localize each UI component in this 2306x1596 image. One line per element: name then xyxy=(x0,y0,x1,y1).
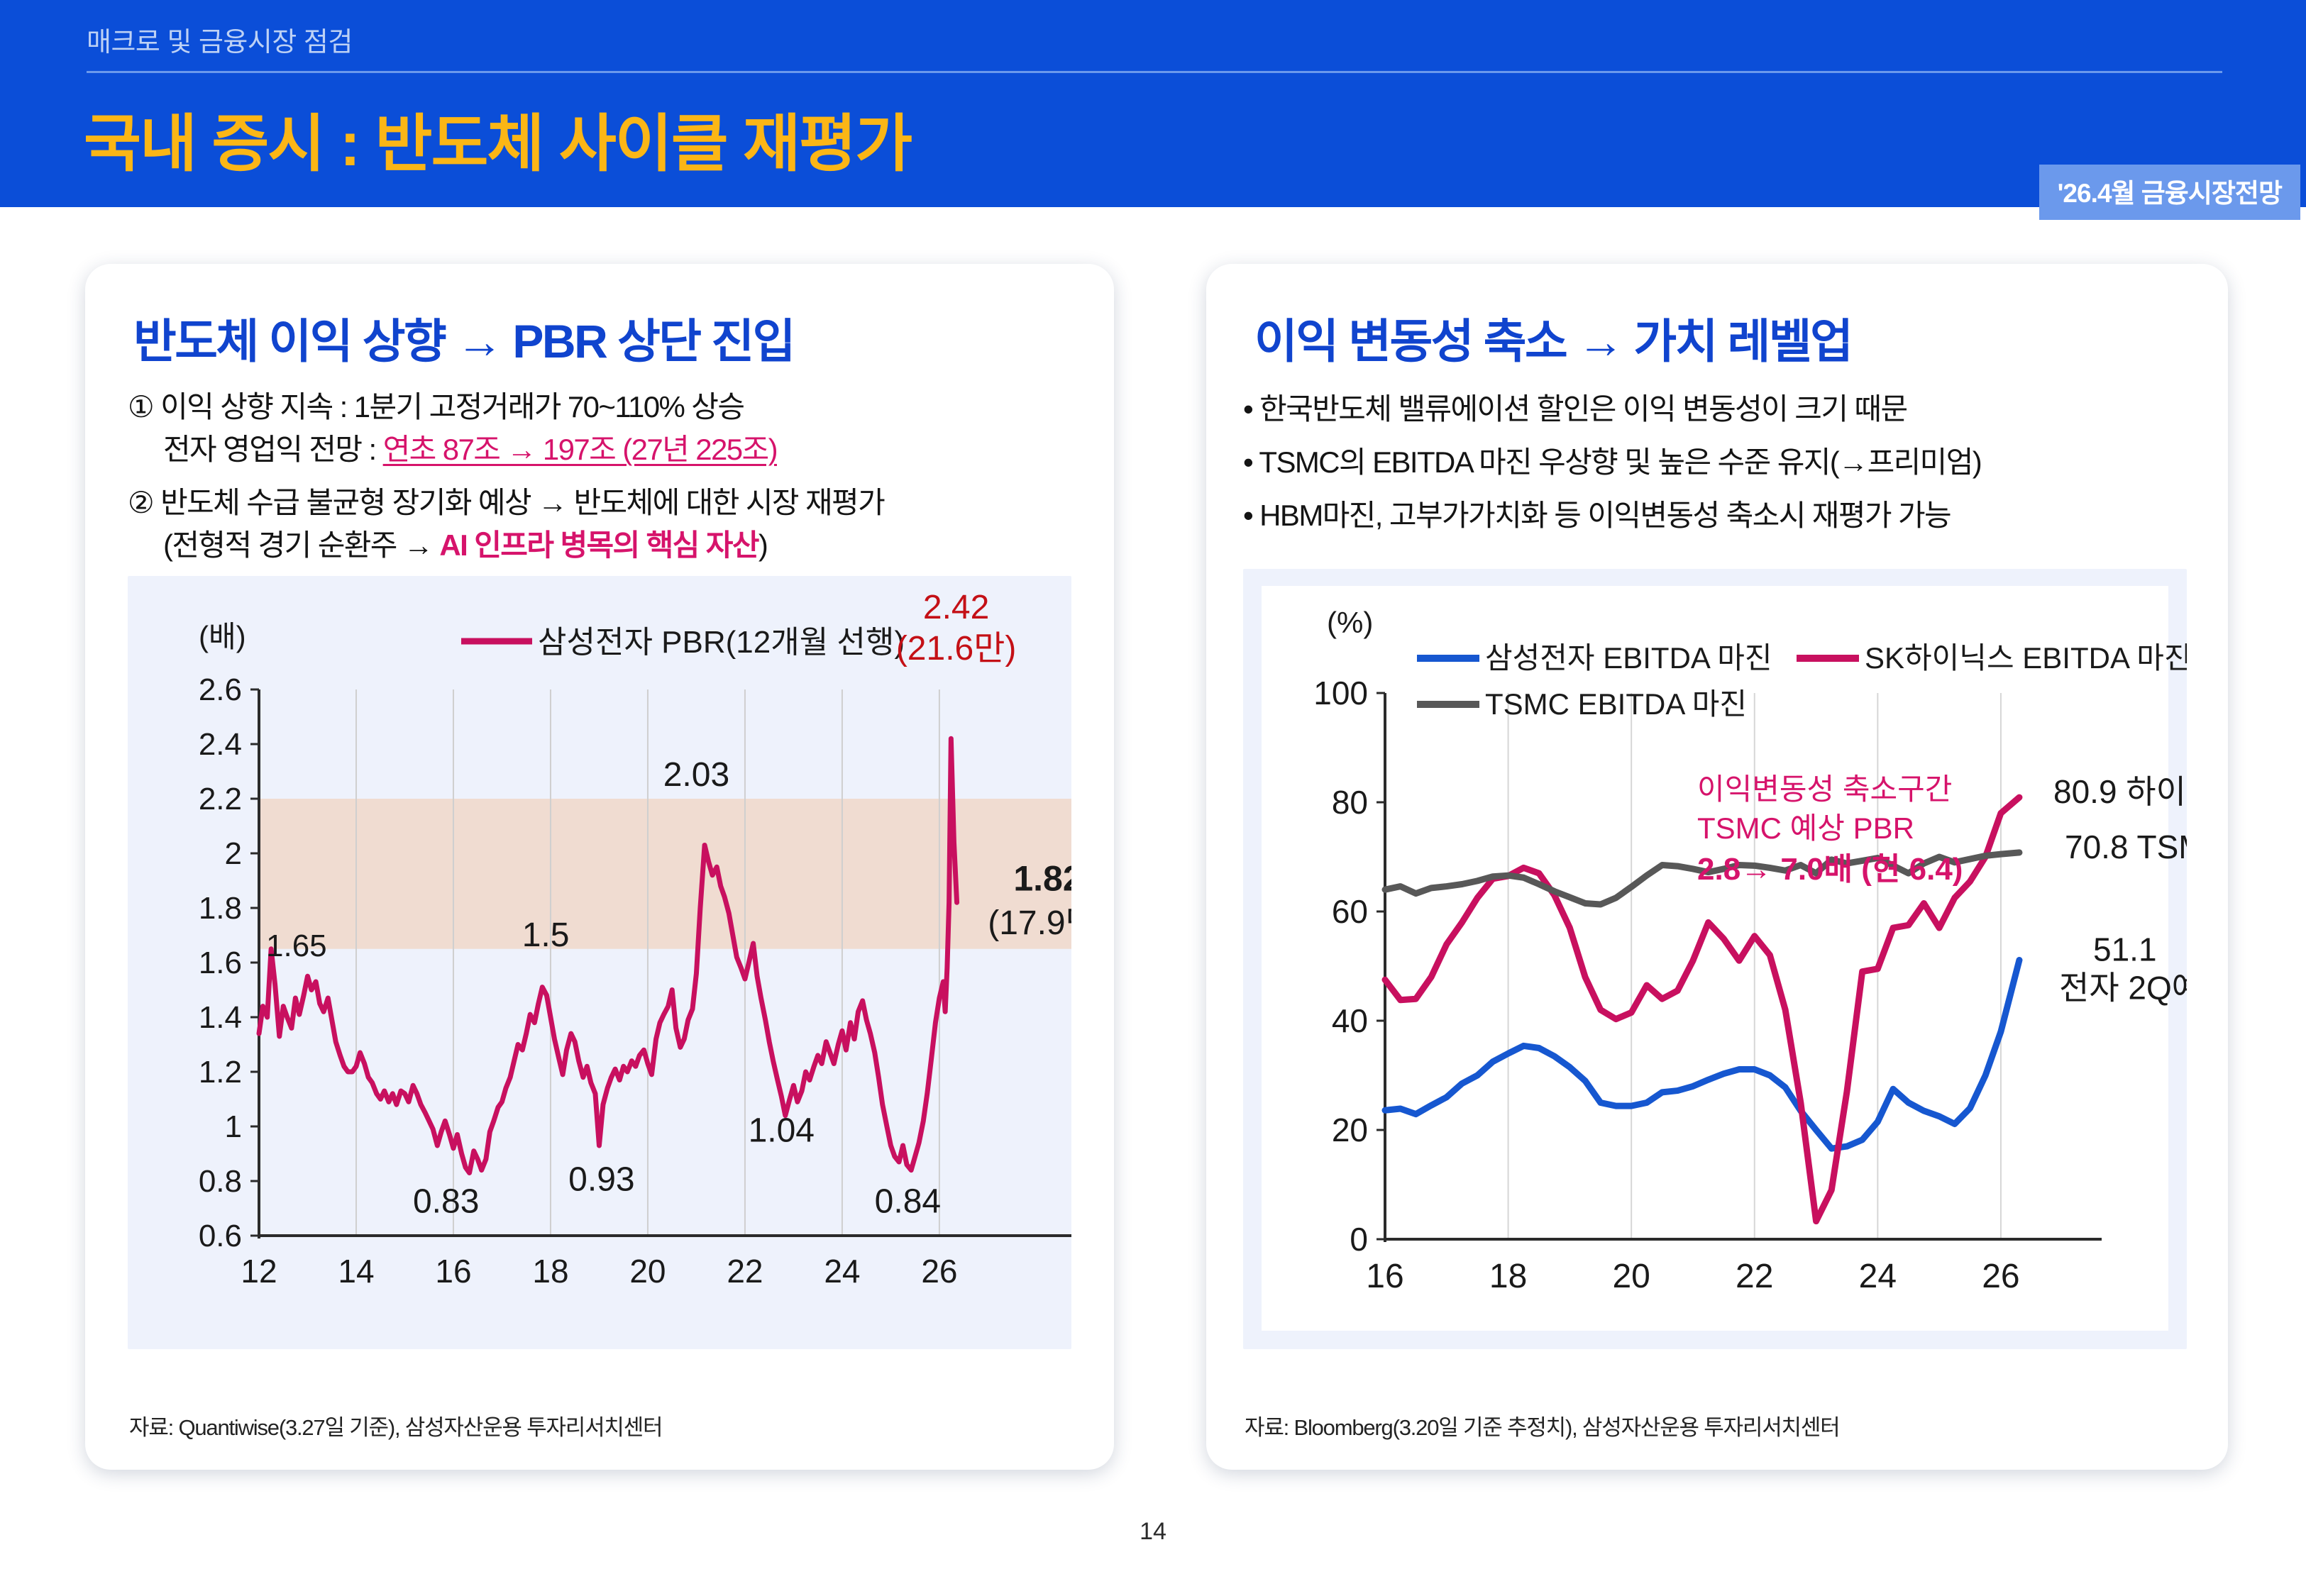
right-panel-bullets: • 한국반도체 밸류에이션 할인은 이익 변동성이 크기 때문 • TSMC의 … xyxy=(1243,383,2208,542)
chart-annotation: 1.5 xyxy=(522,916,570,954)
x-tick-label: 24 xyxy=(824,1253,860,1290)
y-tick-label: 1.8 xyxy=(199,891,242,926)
y-tick-label: 80 xyxy=(1332,784,1368,821)
x-tick-label: 14 xyxy=(338,1253,374,1290)
y-tick-label: 2.4 xyxy=(199,727,242,762)
chart-annotation: 80.9 하이닉스 xyxy=(2053,773,2187,810)
y-tick-label: 60 xyxy=(1332,893,1368,930)
chart-annotation: 2.03 xyxy=(663,756,729,794)
series-line-1 xyxy=(1381,794,2023,1225)
y-tick-label: 0 xyxy=(1350,1221,1368,1258)
date-badge: '26.4월 금융시장전망 xyxy=(2039,165,2300,220)
chart-annotation: (17.9만) xyxy=(988,904,1071,942)
x-tick-label: 26 xyxy=(921,1253,957,1290)
x-tick-label: 20 xyxy=(629,1253,666,1290)
header-eyebrow: 매크로 및 금융시장 점검 xyxy=(87,28,353,57)
left-bullet-2-highlight: 연초 87조 → 197조 (27년 225조) xyxy=(382,433,778,467)
chart-annotation: 전자 2Q예상 xyxy=(2059,970,2187,1007)
y-axis-unit-label: (%) xyxy=(1327,606,1373,639)
right-bullet-3: • HBM마진, 고부가가치화 등 이익변동성 축소시 재평가 가능 xyxy=(1243,498,1952,532)
y-tick-label: 0.6 xyxy=(199,1219,242,1253)
left-panel-title: 반도체 이익 상향 → PBR 상단 진입 xyxy=(133,315,795,367)
samsung-pbr-chart-svg: 0.60.811.21.41.61.822.22.42.612 14 16 18 20 2… xyxy=(199,589,1071,1290)
y-tick-label: 2 xyxy=(225,836,242,871)
y-tick-label: 1.4 xyxy=(199,1000,242,1035)
y-tick-label: 100 xyxy=(1313,675,1368,711)
legend-label: TSMC EBITDA 마진 xyxy=(1485,687,1747,721)
chart-annotation: 1.82 xyxy=(1013,859,1071,899)
y-tick-label: 20 xyxy=(1332,1112,1368,1148)
chart-annotation: 51.1 xyxy=(2093,931,2157,968)
left-bullet-3-text: ② 반도체 수급 불균형 장기화 예상 → 반도체에 대한 시장 재평가 xyxy=(128,485,886,519)
chart-annotation: 1.04 xyxy=(749,1112,815,1149)
x-tick-label: 18 xyxy=(532,1253,568,1290)
x-tick-label: 24 xyxy=(1859,1258,1897,1295)
left-bullet-1: ① 이익 상향 지속 : 1분기 고정거래가 70~110% 상승 xyxy=(128,386,1086,428)
y-tick-label: 1.6 xyxy=(199,946,242,980)
page-title: 국내 증시 : 반도체 사이클 재평가 xyxy=(84,109,912,179)
right-bullet-1: • 한국반도체 밸류에이션 할인은 이익 변동성이 크기 때문 xyxy=(1243,392,1908,426)
x-tick-label: 26 xyxy=(1982,1258,2019,1295)
x-tick-label: 12 xyxy=(241,1253,277,1290)
slide-header: 매크로 및 금융시장 점검 국내 증시 : 반도체 사이클 재평가 '26.4월… xyxy=(0,0,2306,220)
x-tick-label: 16 xyxy=(1366,1258,1403,1295)
left-source-note: 자료: Quantiwise(3.27일 기준), 삼성자산운용 투자리서치센터 xyxy=(129,1415,663,1440)
chart-annotation: 2.42 xyxy=(923,589,989,626)
y-tick-label: 1.2 xyxy=(199,1055,242,1090)
x-tick-label: 18 xyxy=(1489,1258,1527,1295)
left-bullet-4-strong: AI 인프라 병목의 핵심 자산 xyxy=(439,528,759,563)
band-low-label: 1.65 xyxy=(266,929,327,963)
left-bullet-2-lead: 전자 영업익 전망 : xyxy=(163,433,383,467)
series-line-0 xyxy=(1381,957,2023,1152)
chart-annotation: 70.8 TSMC xyxy=(2065,829,2187,865)
x-tick-label: 22 xyxy=(1736,1258,1773,1295)
left-bullet-1-text: ① 이익 상향 지속 : 1분기 고정거래가 70~110% 상승 xyxy=(128,390,745,423)
y-tick-label: 1 xyxy=(225,1109,242,1144)
y-tick-label: 40 xyxy=(1332,1002,1368,1039)
x-tick-label: 22 xyxy=(727,1253,763,1290)
x-tick-label: 20 xyxy=(1612,1258,1650,1295)
legend-label: 삼성전자 EBITDA 마진 xyxy=(1485,641,1772,675)
left-panel-bullets: ① 이익 상향 지속 : 1분기 고정거래가 70~110% 상승 전자 영업익… xyxy=(128,386,1086,567)
samsung-pbr-chart: 0.6 0.8 1 1.2 1.4 1.6 1.8 2 2.2 2.4 2.6 12 14 16 18 20 2… xyxy=(128,576,1071,1349)
left-bullet-4: (전형적 경기 순환주 → AI 인프라 병목의 핵심 자산) xyxy=(128,524,1086,567)
chart-annotation: 0.84 xyxy=(875,1183,941,1221)
legend-label: SK하이닉스 EBITDA 마진 xyxy=(1865,641,2187,675)
chart-annotation: 2.8→ 7.0배 (현 6.4) xyxy=(1697,852,1963,887)
right-bullet-2: • TSMC의 EBITDA 마진 우상향 및 높은 수준 유지(→프리미엄) xyxy=(1243,445,1982,479)
y-tick-label: 2.6 xyxy=(199,672,242,707)
series-line-samsung-pbr xyxy=(256,736,960,1175)
left-bullet-4-lead: (전형적 경기 순환주 → xyxy=(163,528,440,563)
y-tick-label: 2.2 xyxy=(199,782,242,816)
right-panel: 이익 변동성 축소 → 가치 레벨업 • 한국반도체 밸류에이션 할인은 이익 … xyxy=(1206,264,2228,1470)
left-bullet-4-tail: ) xyxy=(758,528,768,563)
chart-annotation: 0.83 xyxy=(413,1183,479,1221)
left-panel: 반도체 이익 상향 → PBR 상단 진입 ① 이익 상향 지속 : 1분기 고… xyxy=(85,264,1114,1470)
x-tick-label: 16 xyxy=(435,1253,471,1290)
left-bullet-3: ② 반도체 수급 불균형 장기화 예상 → 반도체에 대한 시장 재평가 xyxy=(128,482,1086,524)
series-line-2 xyxy=(1381,849,2023,908)
page-number: 14 xyxy=(1140,1518,1166,1545)
right-source-note: 자료: Bloomberg(3.20일 기준 추정치), 삼성자산운용 투자리서… xyxy=(1245,1415,1841,1440)
chart-annotation: (21.6만) xyxy=(896,630,1017,667)
legend-label: 삼성전자 PBR(12개월 선행) xyxy=(538,625,905,660)
left-bullet-2: 전자 영업익 전망 : 연초 87조 → 197조 (27년 225조) xyxy=(128,428,1086,471)
right-panel-title: 이익 변동성 축소 → 가치 레벨업 xyxy=(1254,315,1853,367)
ebitda-margin-chart: 0 20 40 60 80 100 16 18 20 22 24 26 (%) 삼성전자 EBITDA 마… xyxy=(1243,569,2187,1349)
chart-annotation: TSMC 예상 PBR xyxy=(1697,811,1914,845)
y-tick-label: 0.8 xyxy=(199,1164,242,1199)
shaded-valuation-band xyxy=(259,799,1071,949)
y-axis-unit-label: (배) xyxy=(199,620,246,653)
ebitda-margin-chart-svg: 0 20 40 60 80 100 16 18 20 22 24 26 (%) 삼성전자 EBITDA 마… xyxy=(1313,606,2187,1295)
header-divider xyxy=(87,71,2222,73)
chart-annotation: 이익변동성 축소구간 xyxy=(1697,772,1952,806)
chart-annotation: 0.93 xyxy=(568,1161,634,1199)
